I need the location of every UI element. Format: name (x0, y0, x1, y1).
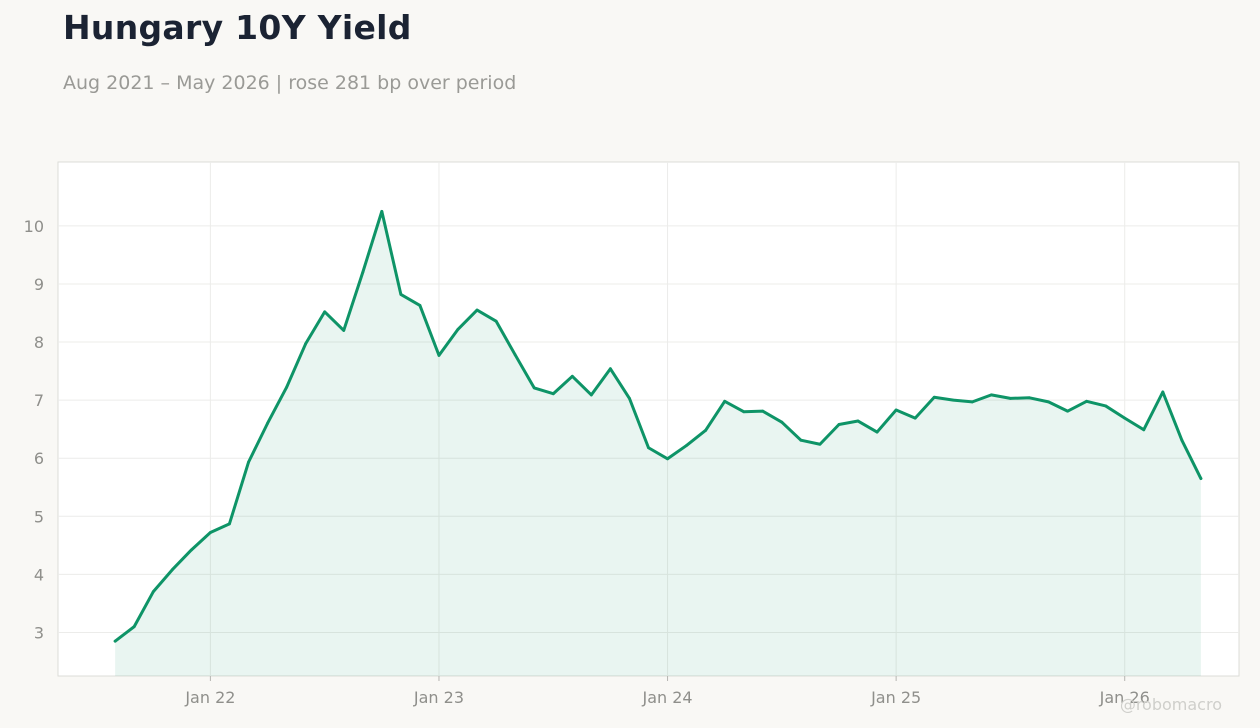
data-point (494, 319, 498, 323)
data-point (1142, 428, 1146, 432)
data-point (970, 400, 974, 404)
data-point (513, 353, 517, 357)
data-points (113, 209, 1203, 643)
data-point (856, 419, 860, 423)
y-tick-label: 5 (34, 507, 44, 526)
data-point (113, 639, 117, 643)
y-tick-label: 6 (34, 449, 44, 468)
data-point (609, 367, 612, 371)
data-point (761, 409, 765, 413)
data-point (456, 327, 460, 331)
x-axis-ticks: Jan 22 Jan 23 Jan 24 Jan 25 Jan 26 (184, 676, 1150, 707)
data-point (799, 438, 803, 442)
data-point (228, 522, 231, 526)
y-tick-label: 4 (34, 565, 44, 584)
y-tick-label: 7 (34, 391, 44, 410)
data-point (780, 420, 784, 424)
x-tick-label: Jan 22 (184, 688, 235, 707)
data-point (342, 329, 346, 332)
data-point (1009, 396, 1012, 400)
x-tick-label: Jan 26 (1099, 688, 1150, 707)
watermark: @robomacro (1119, 695, 1222, 714)
data-point (323, 310, 327, 314)
chart-title: Hungary 10Y Yield (63, 8, 412, 47)
data-point (932, 395, 936, 399)
data-point (685, 444, 688, 447)
data-point (875, 430, 879, 434)
y-tick-label: 8 (34, 333, 44, 352)
data-point (1047, 400, 1050, 404)
data-point (151, 590, 155, 594)
data-point (704, 428, 708, 432)
chart-subtitle: Aug 2021 – May 2026 | rose 281 bp over p… (63, 72, 517, 94)
data-point (380, 209, 384, 213)
data-point (1028, 396, 1031, 400)
data-point (913, 416, 917, 420)
x-tick-label: Jan 23 (413, 688, 464, 707)
data-point (1104, 404, 1108, 408)
data-point (1180, 438, 1184, 442)
data-point (837, 423, 841, 426)
data-point (1066, 409, 1069, 413)
data-point (894, 408, 898, 412)
yield-area-fill (115, 211, 1201, 676)
y-tick-label: 3 (34, 623, 44, 642)
yield-line (113, 209, 1203, 643)
data-point (742, 410, 746, 414)
data-point (551, 392, 555, 396)
data-point (189, 548, 193, 552)
data-point (437, 354, 441, 357)
data-point (1199, 477, 1203, 480)
data-point (399, 293, 403, 296)
data-point (132, 625, 136, 629)
data-point (951, 398, 955, 402)
x-tick-label: Jan 24 (641, 688, 692, 707)
data-point (361, 270, 365, 274)
data-point (285, 385, 288, 389)
data-point (1085, 399, 1089, 403)
y-axis-ticks: 3 4 5 6 7 8 9 10 (24, 217, 44, 643)
data-point (1123, 416, 1127, 420)
data-point (628, 396, 631, 400)
data-point (647, 446, 650, 450)
y-tick-label: 9 (34, 275, 44, 294)
data-point (1161, 390, 1165, 394)
data-point (570, 374, 574, 378)
data-point (989, 393, 993, 397)
data-point (475, 308, 479, 312)
data-point (208, 531, 212, 534)
data-point (266, 421, 269, 425)
x-tick-label: Jan 25 (870, 688, 921, 707)
data-point (723, 399, 727, 403)
data-point (304, 342, 308, 346)
data-point (818, 442, 822, 446)
data-point (589, 393, 593, 397)
data-point (666, 457, 669, 461)
data-point (247, 460, 250, 464)
y-tick-label: 10 (24, 217, 44, 236)
data-point (170, 568, 174, 572)
data-point (532, 386, 536, 390)
plot-area (57, 161, 1240, 677)
data-point (418, 304, 422, 307)
